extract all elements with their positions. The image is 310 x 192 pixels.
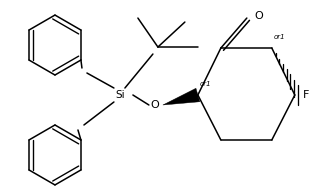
Text: O: O	[255, 11, 264, 21]
Text: or1: or1	[274, 34, 286, 40]
Text: or1: or1	[200, 81, 211, 87]
Text: O: O	[150, 100, 159, 110]
Polygon shape	[163, 88, 200, 105]
Text: F: F	[303, 90, 309, 100]
Text: Si: Si	[115, 90, 125, 100]
